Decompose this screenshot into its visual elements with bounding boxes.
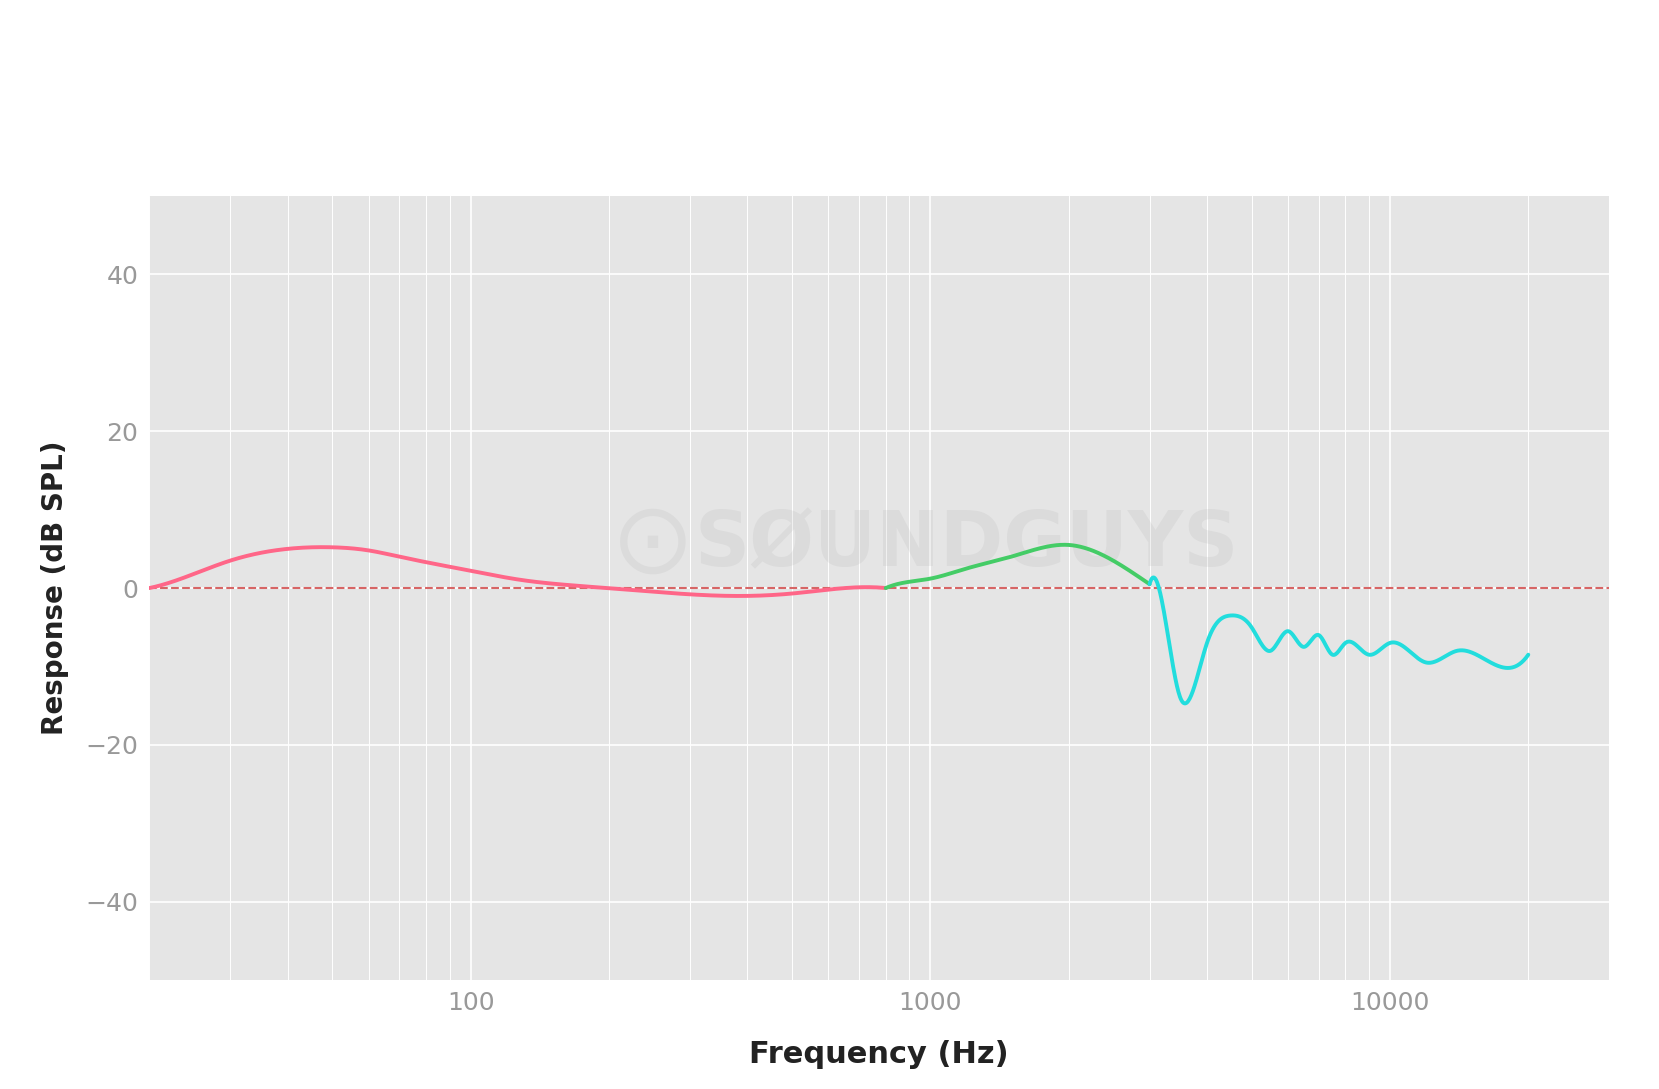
Text: Sennheiser HD 450BT Frequency Response: Sennheiser HD 450BT Frequency Response: [257, 51, 1402, 96]
Text: SØUNDGUYS: SØUNDGUYS: [695, 507, 1239, 582]
X-axis label: Frequency (Hz): Frequency (Hz): [750, 1040, 1009, 1069]
Y-axis label: Response (dB SPL): Response (dB SPL): [41, 441, 68, 735]
Text: ⊙: ⊙: [611, 497, 695, 594]
